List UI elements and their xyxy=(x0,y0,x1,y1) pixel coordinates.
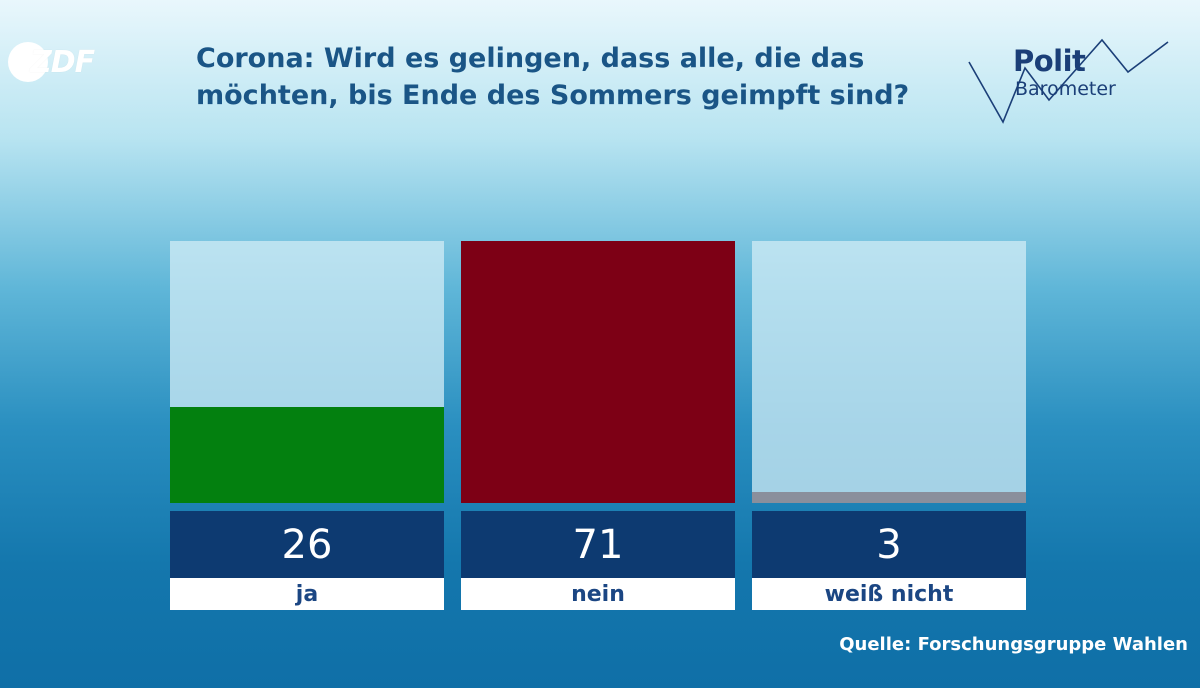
source-note: Quelle: Forschungsgruppe Wahlen xyxy=(839,634,1188,655)
zdf-logo-circle-icon xyxy=(8,42,48,82)
bar-3-value-label: 3 xyxy=(752,511,1026,578)
politbarometer-logo-barometer: Barometer xyxy=(1015,78,1116,100)
zdf-logo-text: ZDF xyxy=(30,45,95,80)
politbarometer-zigzag-icon xyxy=(968,38,1169,124)
politbarometer-logo-polit: Polit xyxy=(1013,44,1086,78)
bar-2-fill xyxy=(461,241,735,503)
bar-3-track xyxy=(752,241,1026,503)
bar-2-track xyxy=(461,241,735,503)
chart-title: Corona: Wird es gelingen, dass alle, die… xyxy=(196,43,910,111)
bar-3-category-label: weiß nicht xyxy=(752,578,1026,610)
bar-3-fill xyxy=(752,492,1026,503)
politbarometer-logo: Polit Barometer xyxy=(965,36,1170,126)
bar-1-track xyxy=(170,241,444,503)
bar-1-value-label: 26 xyxy=(170,511,444,578)
bar-2-category-label: nein xyxy=(461,578,735,610)
bar-1-category-label: ja xyxy=(170,578,444,610)
bar-2-value-label: 71 xyxy=(461,511,735,578)
zdf-logo: ZDF xyxy=(8,42,104,82)
bar-1-fill xyxy=(170,407,444,503)
